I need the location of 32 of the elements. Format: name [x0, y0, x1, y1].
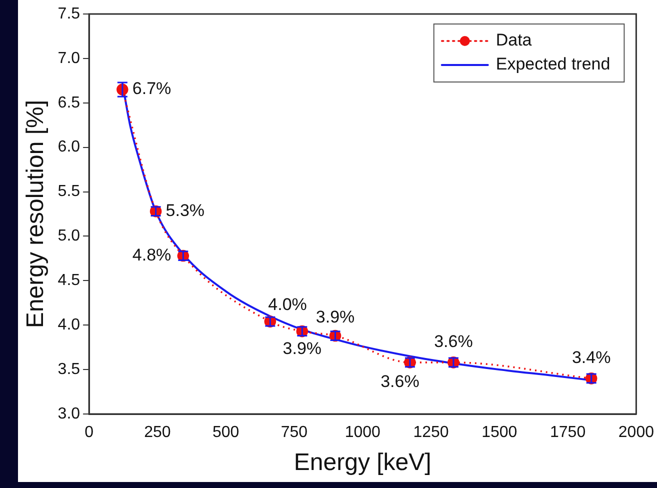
x-tick-label: 0 — [84, 424, 94, 442]
data-label: 3.4% — [572, 348, 611, 368]
x-tick-label: 750 — [280, 424, 308, 442]
y-tick-label: 4.0 — [58, 316, 80, 334]
data-label: 3.9% — [316, 307, 355, 326]
x-axis-title: Energy [keV] — [294, 449, 432, 476]
y-tick-label: 3.5 — [58, 360, 80, 378]
y-tick-label: 6.5 — [58, 94, 80, 112]
data-label: 4.0% — [268, 295, 307, 314]
legend-label: Expected trend — [496, 54, 610, 74]
data-label: 5.3% — [166, 201, 205, 220]
x-tick-label: 500 — [212, 424, 240, 442]
data-label: 6.7% — [132, 79, 172, 98]
y-tick-label: 7.0 — [58, 50, 80, 67]
x-tick-label: 1500 — [482, 424, 518, 442]
y-axis-title: Energy resolution [%] — [22, 100, 50, 328]
x-tick-label: 2000 — [618, 424, 654, 442]
data-label: 4.8% — [132, 245, 172, 264]
y-tick-label: 7.5 — [58, 5, 80, 22]
x-tick-label: 1750 — [550, 424, 586, 442]
y-tick-label: 3.0 — [58, 405, 80, 422]
data-label: 3.9% — [282, 339, 322, 358]
x-tick-label: 1250 — [413, 424, 449, 442]
y-tick-label: 5.5 — [58, 183, 80, 200]
legend-label: Data — [496, 30, 532, 50]
data-label: 3.6% — [380, 372, 420, 392]
x-tick-label: 250 — [144, 424, 171, 442]
x-tick-label: 1000 — [344, 424, 381, 442]
y-tick-label: 4.5 — [58, 272, 80, 290]
data-label: 3.6% — [434, 332, 473, 352]
y-tick-label: 5.0 — [58, 228, 80, 245]
y-tick-label: 6.0 — [58, 138, 80, 156]
